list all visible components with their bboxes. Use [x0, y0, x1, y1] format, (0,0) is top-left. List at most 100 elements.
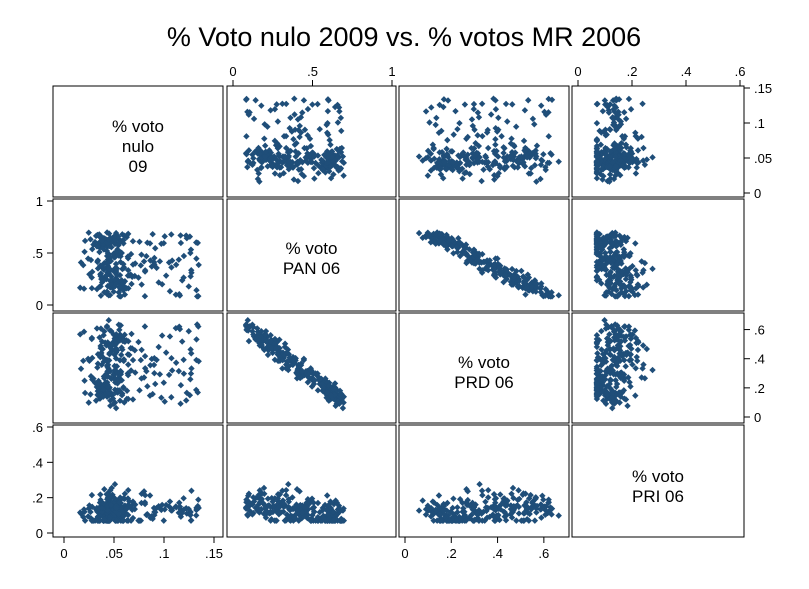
x-tick-label: .4 — [492, 546, 503, 561]
point-r0-c2 — [504, 118, 511, 125]
point-r0-c2 — [525, 97, 532, 104]
point-r3-c0 — [136, 517, 143, 524]
point-r1-c3 — [627, 272, 634, 279]
point-r3-c0 — [176, 503, 184, 510]
point-r3-c2 — [501, 513, 508, 520]
point-r1-c0 — [193, 293, 201, 300]
point-r0-c3 — [606, 178, 613, 185]
point-r1-c0 — [98, 279, 106, 286]
point-r2-c3 — [623, 351, 630, 359]
point-r3-c0 — [115, 511, 122, 518]
point-r1-c2 — [548, 289, 555, 296]
point-r3-c2 — [507, 511, 514, 518]
point-r3-c1 — [332, 497, 339, 504]
point-r0-c2 — [426, 119, 433, 126]
point-r3-c2 — [415, 507, 423, 514]
point-r1-c2 — [448, 242, 456, 250]
point-r3-c2 — [444, 499, 451, 507]
point-r2-c0 — [141, 365, 149, 372]
point-r1-c3 — [613, 265, 621, 273]
point-r2-c0 — [112, 355, 120, 362]
point-r2-c1 — [310, 376, 318, 383]
point-r0-c1 — [271, 106, 279, 113]
point-r0-c1 — [243, 151, 250, 158]
point-r2-c3 — [612, 331, 619, 338]
point-r2-c0 — [136, 387, 143, 394]
point-r3-c0 — [188, 487, 195, 494]
point-r0-c1 — [327, 163, 335, 170]
point-r0-c1 — [274, 145, 282, 152]
point-r0-c2 — [456, 153, 464, 161]
point-r0-c1 — [268, 156, 275, 164]
point-r3-c2 — [492, 507, 499, 514]
point-r1-c0 — [194, 239, 201, 247]
point-r1-c0 — [94, 257, 102, 264]
point-r3-c0 — [158, 501, 166, 509]
point-r3-c2 — [436, 504, 443, 512]
point-r1-c3 — [616, 232, 623, 239]
point-r2-c0 — [125, 361, 132, 368]
point-r3-c1 — [316, 509, 323, 516]
point-r1-c3 — [629, 288, 636, 295]
point-r1-c3 — [611, 285, 618, 292]
point-r3-c1 — [285, 496, 292, 503]
panel-frame-r1-c3 — [571, 198, 745, 312]
point-r3-c2 — [531, 517, 539, 524]
point-r0-c3 — [606, 125, 613, 133]
point-r2-c1 — [322, 375, 329, 382]
point-r1-c3 — [598, 280, 605, 287]
point-r0-c1 — [325, 131, 332, 138]
point-r3-c2 — [537, 501, 545, 508]
point-r1-c2 — [470, 260, 478, 267]
point-r1-c3 — [628, 276, 635, 283]
point-r1-c2 — [555, 292, 562, 299]
point-r3-c2 — [501, 495, 508, 502]
point-r3-c1 — [286, 516, 293, 524]
point-r3-c2 — [515, 487, 522, 494]
point-r1-c3 — [612, 237, 620, 245]
point-r0-c2 — [521, 163, 529, 170]
point-r3-c2 — [437, 517, 444, 524]
point-r1-c0 — [112, 260, 120, 268]
point-r0-c1 — [292, 148, 299, 155]
point-r0-c2 — [438, 148, 446, 156]
point-r2-c1 — [254, 325, 261, 332]
point-r3-c2 — [545, 496, 552, 503]
point-r0-c2 — [476, 158, 483, 165]
point-r1-c2 — [532, 288, 540, 295]
point-r3-c1 — [314, 499, 322, 507]
point-r0-c3 — [607, 148, 614, 155]
point-r1-c3 — [620, 253, 628, 261]
point-r2-c3 — [634, 346, 642, 354]
point-r3-c1 — [310, 508, 318, 515]
point-r2-c3 — [613, 380, 621, 388]
point-r0-c1 — [335, 104, 343, 111]
point-r0-c2 — [510, 156, 517, 164]
point-r1-c0 — [107, 257, 115, 265]
point-r0-c2 — [478, 177, 485, 185]
point-r0-c3 — [615, 96, 623, 103]
point-r0-c2 — [540, 151, 547, 158]
point-r0-c2 — [462, 169, 470, 176]
point-r2-c3 — [593, 385, 601, 393]
point-r2-c1 — [262, 337, 269, 345]
point-r2-c3 — [606, 380, 613, 388]
point-r3-c0 — [101, 486, 108, 493]
point-r3-c2 — [486, 513, 493, 521]
point-r2-c0 — [128, 330, 135, 338]
point-r2-c3 — [633, 353, 640, 361]
point-r3-c2 — [474, 509, 482, 516]
x-tick-label: 0 — [574, 64, 581, 79]
diagonal-label-var3-line1: PRI 06 — [632, 487, 684, 506]
point-r3-c2 — [491, 496, 499, 503]
point-r0-c3 — [599, 176, 606, 183]
point-r0-c2 — [456, 119, 463, 127]
point-r0-c1 — [290, 136, 297, 143]
point-r0-c2 — [453, 159, 461, 166]
point-r3-c1 — [297, 501, 304, 509]
point-r0-c3 — [603, 145, 611, 153]
point-r0-c2 — [479, 132, 486, 140]
point-r0-c2 — [470, 105, 478, 113]
point-r3-c1 — [331, 516, 338, 523]
point-r0-c2 — [463, 135, 470, 142]
